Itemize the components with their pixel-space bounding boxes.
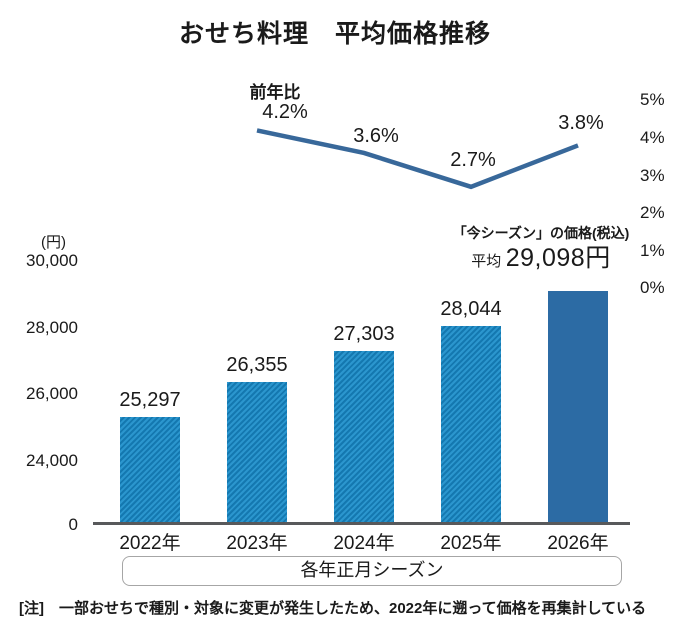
percent-tick-label: 0% bbox=[640, 278, 665, 298]
yoy-value-label: 4.2% bbox=[262, 101, 308, 124]
bar-2023年 bbox=[227, 382, 287, 522]
year-label: 2024年 bbox=[333, 533, 395, 554]
bar-2026年 bbox=[548, 290, 608, 522]
percent-tick-label: 5% bbox=[640, 90, 665, 110]
yen-tick-label: 30,000 bbox=[26, 251, 78, 270]
chart-title: おせち料理 平均価格推移 bbox=[178, 20, 491, 48]
yoy-value-label: 3.6% bbox=[353, 124, 399, 147]
year-label: 2022年 bbox=[119, 533, 181, 554]
bar-value-label: 25,297 bbox=[119, 389, 181, 412]
bar-2025年 bbox=[441, 326, 501, 522]
bar-value-label: 27,303 bbox=[333, 322, 395, 345]
yoy-value-label: 2.7% bbox=[450, 148, 496, 171]
season-price-prefix: 平均 bbox=[471, 253, 502, 270]
year-label: 2026年 bbox=[547, 533, 609, 554]
percent-tick-label: 4% bbox=[640, 127, 665, 147]
yoy-series-label: 前年比 bbox=[249, 83, 301, 102]
season-box: 各年正月シーズン bbox=[122, 556, 622, 586]
yen-tick-label: 0 bbox=[68, 515, 78, 534]
yen-axis-unit: (円) bbox=[41, 234, 66, 251]
bar-value-label: 26,355 bbox=[226, 354, 288, 377]
season-price-value: 平均 29,098円 bbox=[400, 243, 682, 277]
footnote: [注] 一部おせちで種別・対象に変更が発生したため、2022年に遡って価格を再集… bbox=[19, 600, 647, 617]
yen-tick-label: 28,000 bbox=[26, 317, 78, 337]
year-label: 2023年 bbox=[226, 533, 288, 554]
bar-value-label: 28,044 bbox=[440, 298, 502, 321]
year-label: 2025年 bbox=[440, 533, 502, 554]
bar-2022年 bbox=[120, 417, 180, 522]
yen-tick-label: 26,000 bbox=[26, 384, 78, 403]
bar-2024年 bbox=[334, 350, 394, 522]
yoy-value-label: 3.8% bbox=[558, 112, 604, 135]
percent-tick-label: 2% bbox=[640, 203, 665, 223]
season-price-caption: 「今シーズン」の価格(税込) bbox=[452, 225, 630, 241]
season-price-amount: 29,098円 bbox=[505, 244, 611, 272]
percent-tick-label: 1% bbox=[640, 240, 665, 260]
yen-tick-label: 24,000 bbox=[26, 450, 78, 470]
percent-tick-label: 3% bbox=[640, 165, 665, 185]
season-box-label: 各年正月シーズン bbox=[300, 560, 444, 580]
x-axis-line bbox=[93, 522, 630, 525]
